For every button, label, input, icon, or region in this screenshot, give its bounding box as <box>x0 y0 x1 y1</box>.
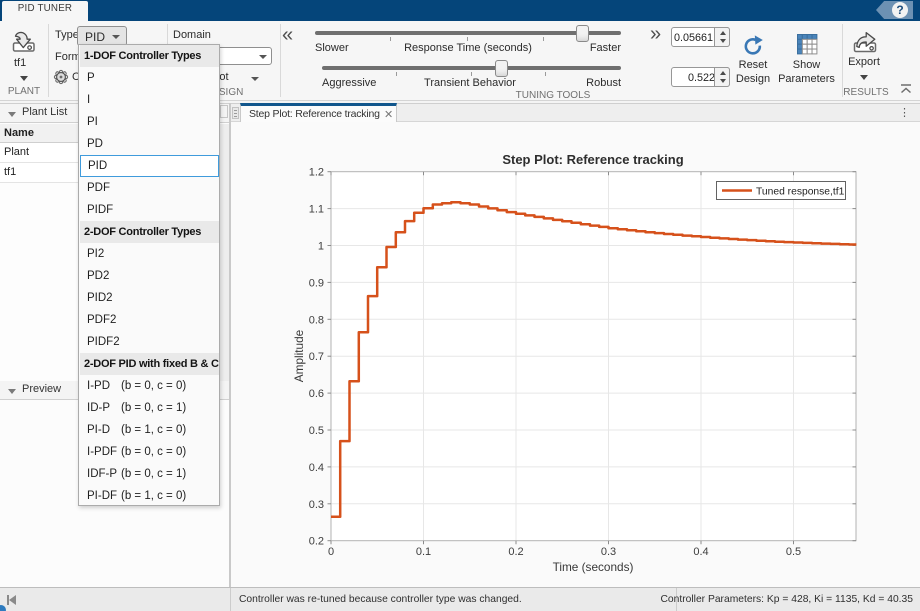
svg-text:1.2: 1.2 <box>309 167 324 179</box>
svg-text:0.2: 0.2 <box>309 536 324 548</box>
svg-text:1.1: 1.1 <box>309 204 324 216</box>
svg-text:0.8: 0.8 <box>309 314 324 326</box>
svg-text:Tuned response,tf1: Tuned response,tf1 <box>756 187 845 198</box>
svg-text:0.5: 0.5 <box>309 425 324 437</box>
svg-text:0.3: 0.3 <box>309 499 324 511</box>
svg-text:Step Plot: Reference tracking: Step Plot: Reference tracking <box>502 152 683 167</box>
svg-text:1: 1 <box>318 241 324 253</box>
svg-text:0.2: 0.2 <box>508 546 523 558</box>
svg-text:0.1: 0.1 <box>416 546 431 558</box>
svg-text:0.3: 0.3 <box>601 546 616 558</box>
svg-text:0.5: 0.5 <box>786 546 801 558</box>
svg-text:Amplitude: Amplitude <box>292 329 306 382</box>
svg-text:0.4: 0.4 <box>693 546 708 558</box>
svg-text:0.6: 0.6 <box>309 388 324 400</box>
svg-text:0.9: 0.9 <box>309 277 324 289</box>
svg-text:Time (seconds): Time (seconds) <box>553 560 634 574</box>
svg-text:0.7: 0.7 <box>309 351 324 363</box>
svg-text:0.4: 0.4 <box>309 462 324 474</box>
svg-text:0: 0 <box>328 546 334 558</box>
